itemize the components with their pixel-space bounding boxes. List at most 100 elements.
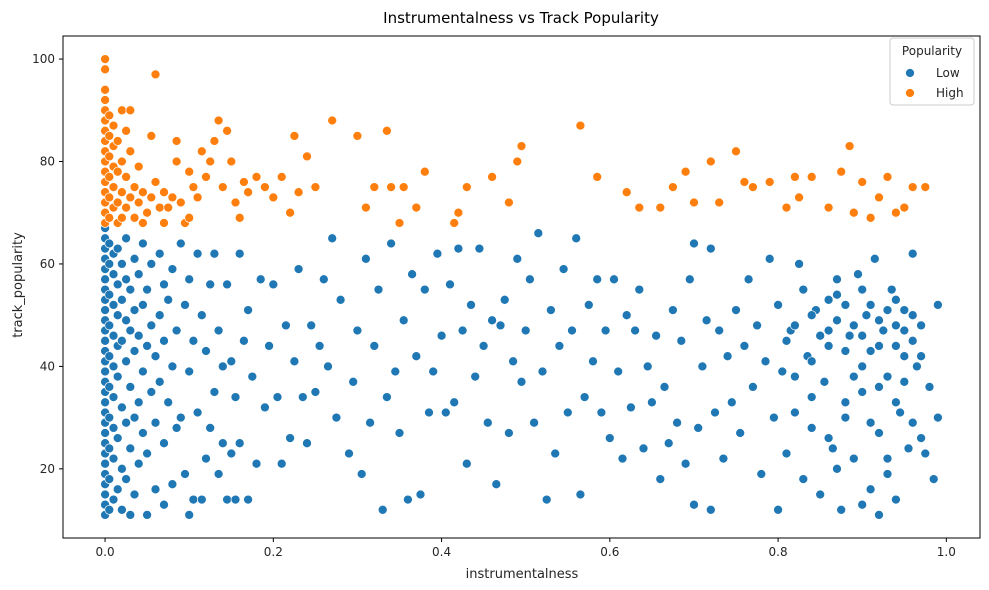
point-low-272 — [781, 448, 792, 459]
point-low-48 — [112, 484, 123, 495]
y-axis-label: track_popularity — [11, 232, 26, 338]
point-high-116 — [764, 177, 775, 187]
point-high-113 — [731, 146, 741, 157]
point-high-124 — [848, 207, 859, 218]
point-low-194 — [466, 300, 476, 310]
point-low-111 — [180, 469, 190, 479]
point-low-213 — [546, 305, 556, 315]
point-low-303 — [899, 305, 910, 315]
point-high-67 — [205, 156, 216, 167]
point-low-234 — [634, 284, 645, 295]
point-low-323 — [865, 346, 876, 356]
point-low-85 — [142, 510, 152, 520]
point-low-115 — [184, 274, 195, 285]
point-high-126 — [865, 212, 876, 223]
point-low-337 — [832, 274, 842, 285]
point-low-314 — [806, 310, 817, 321]
point-low-161 — [323, 361, 333, 372]
point-low-156 — [302, 438, 312, 449]
point-low-188 — [440, 407, 451, 418]
point-low-32 — [104, 412, 115, 423]
point-low-262 — [743, 274, 754, 285]
point-low-334 — [891, 320, 901, 331]
point-low-311 — [933, 300, 943, 310]
point-high-43 — [133, 161, 144, 172]
point-low-46 — [108, 269, 119, 280]
point-low-132 — [222, 494, 232, 505]
point-high-77 — [251, 172, 262, 182]
point-low-268 — [769, 412, 779, 423]
point-low-271 — [777, 366, 788, 377]
point-high-85 — [310, 182, 321, 192]
point-low-113 — [184, 510, 195, 520]
point-low-306 — [912, 361, 922, 372]
point-high-127 — [874, 192, 884, 203]
legend: Popularity Low High — [889, 37, 975, 106]
point-high-52 — [154, 202, 165, 213]
point-high-59 — [175, 197, 186, 208]
point-low-145 — [255, 274, 266, 285]
point-low-29 — [104, 504, 115, 515]
point-low-167 — [352, 325, 363, 336]
point-high-132 — [920, 182, 931, 192]
point-low-264 — [752, 320, 762, 331]
point-high-89 — [369, 182, 380, 192]
point-low-63 — [121, 356, 131, 367]
y-tick-label: 20 — [40, 462, 55, 476]
point-high-32 — [117, 156, 127, 167]
point-low-336 — [806, 356, 817, 367]
point-low-195 — [470, 371, 481, 382]
legend-title: Popularity — [902, 44, 962, 58]
point-low-265 — [756, 469, 767, 479]
point-high-28 — [112, 166, 123, 177]
point-high-40 — [125, 192, 136, 203]
point-low-88 — [142, 284, 152, 295]
point-high-38 — [125, 105, 136, 116]
point-low-148 — [268, 279, 279, 290]
point-high-90 — [382, 125, 392, 136]
point-low-223 — [588, 356, 598, 367]
point-low-118 — [192, 407, 203, 418]
point-high-95 — [419, 166, 430, 177]
point-low-266 — [760, 356, 771, 367]
point-high-91 — [386, 182, 396, 192]
point-low-180 — [407, 269, 417, 280]
point-low-325 — [899, 325, 910, 336]
point-low-255 — [714, 325, 725, 336]
point-low-324 — [882, 305, 893, 315]
point-low-93 — [150, 417, 161, 428]
point-low-304 — [903, 443, 914, 454]
point-low-109 — [175, 412, 186, 423]
point-low-153 — [289, 356, 300, 367]
point-low-44 — [108, 330, 119, 341]
point-low-172 — [373, 284, 384, 295]
point-high-111 — [705, 156, 716, 167]
point-low-70 — [125, 325, 136, 336]
point-low-347 — [848, 371, 859, 382]
point-low-342 — [857, 387, 868, 397]
point-high-71 — [222, 125, 232, 136]
point-low-74 — [129, 346, 140, 356]
point-low-283 — [827, 443, 838, 454]
point-low-178 — [398, 315, 409, 326]
point-low-58 — [117, 335, 127, 346]
point-low-125 — [205, 279, 216, 290]
point-high-62 — [184, 212, 195, 223]
point-low-175 — [386, 238, 396, 249]
point-high-42 — [129, 212, 140, 223]
x-tick-label: 1.0 — [937, 545, 956, 559]
point-low-134 — [226, 448, 237, 459]
point-low-202 — [499, 294, 510, 305]
point-low-187 — [436, 330, 447, 341]
point-low-77 — [133, 458, 144, 469]
point-low-62 — [121, 417, 131, 428]
y-axis: 20 40 60 80 100 — [32, 52, 63, 476]
point-low-237 — [647, 397, 657, 408]
point-high-107 — [655, 202, 666, 213]
point-low-299 — [886, 284, 897, 295]
point-low-33 — [104, 382, 115, 392]
point-low-122 — [201, 453, 211, 464]
point-high-64 — [192, 192, 203, 203]
point-low-79 — [133, 330, 144, 341]
point-low-327 — [815, 330, 826, 341]
